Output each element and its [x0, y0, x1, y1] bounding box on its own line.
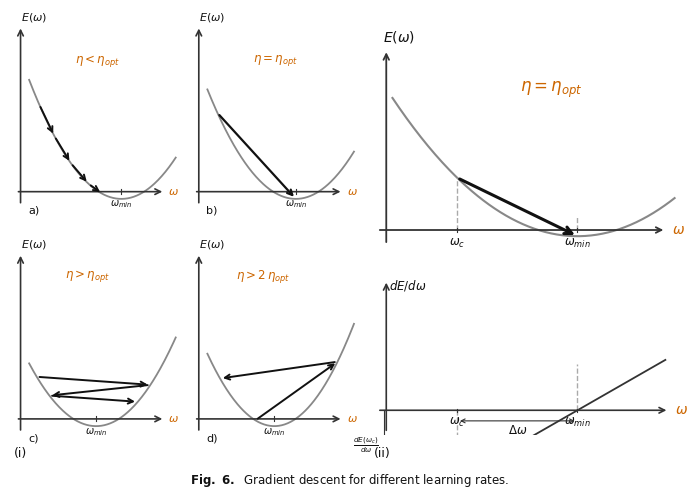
Text: $\omega_{min}$: $\omega_{min}$: [263, 426, 286, 438]
Text: $dE/d\omega$: $dE/d\omega$: [389, 278, 426, 293]
Text: $\omega_{min}$: $\omega_{min}$: [564, 237, 591, 250]
Text: (i): (i): [14, 447, 27, 460]
Text: d): d): [206, 433, 217, 443]
Text: $\eta = \eta_{opt}$: $\eta = \eta_{opt}$: [519, 80, 582, 100]
Text: $\omega_{min}$: $\omega_{min}$: [564, 415, 591, 429]
Text: $\omega_{min}$: $\omega_{min}$: [85, 426, 108, 438]
Text: $\omega$: $\omega$: [675, 403, 689, 417]
Text: $\eta < \eta_{opt}$: $\eta < \eta_{opt}$: [75, 53, 120, 69]
Text: $\omega$: $\omega$: [168, 414, 179, 424]
Text: $\omega$: $\omega$: [347, 187, 357, 197]
Text: $E(\omega)$: $E(\omega)$: [20, 11, 47, 24]
Text: $\omega$: $\omega$: [672, 223, 685, 237]
Text: $\eta > 2\,\eta_{opt}$: $\eta > 2\,\eta_{opt}$: [236, 268, 291, 285]
Text: a): a): [28, 206, 39, 216]
Text: $E(\omega)$: $E(\omega)$: [383, 29, 415, 45]
Text: $E(\omega)$: $E(\omega)$: [20, 238, 47, 251]
Text: $\omega_{min}$: $\omega_{min}$: [284, 199, 307, 210]
Text: $\mathbf{Fig.\ 6.}$  Gradient descent for different learning rates.: $\mathbf{Fig.\ 6.}$ Gradient descent for…: [190, 472, 509, 489]
Text: $\frac{dE(\omega_c)}{d\omega}$: $\frac{dE(\omega_c)}{d\omega}$: [354, 435, 380, 454]
Text: $\omega$: $\omega$: [347, 414, 357, 424]
Text: $\omega_{min}$: $\omega_{min}$: [110, 199, 133, 210]
Text: $\eta > \eta_{opt}$: $\eta > \eta_{opt}$: [64, 268, 110, 284]
Text: $\omega$: $\omega$: [168, 187, 179, 197]
Text: $E(\omega)$: $E(\omega)$: [199, 238, 225, 251]
Text: $\omega_c$: $\omega_c$: [449, 237, 466, 250]
Text: $E(\omega)$: $E(\omega)$: [199, 11, 225, 24]
Text: $\Delta\omega$: $\Delta\omega$: [507, 424, 527, 437]
Text: $\eta = \eta_{opt}$: $\eta = \eta_{opt}$: [253, 53, 298, 68]
Text: (ii): (ii): [374, 447, 391, 460]
Text: b): b): [206, 206, 217, 216]
Text: $\omega_c$: $\omega_c$: [449, 415, 466, 429]
Text: c): c): [28, 433, 38, 443]
